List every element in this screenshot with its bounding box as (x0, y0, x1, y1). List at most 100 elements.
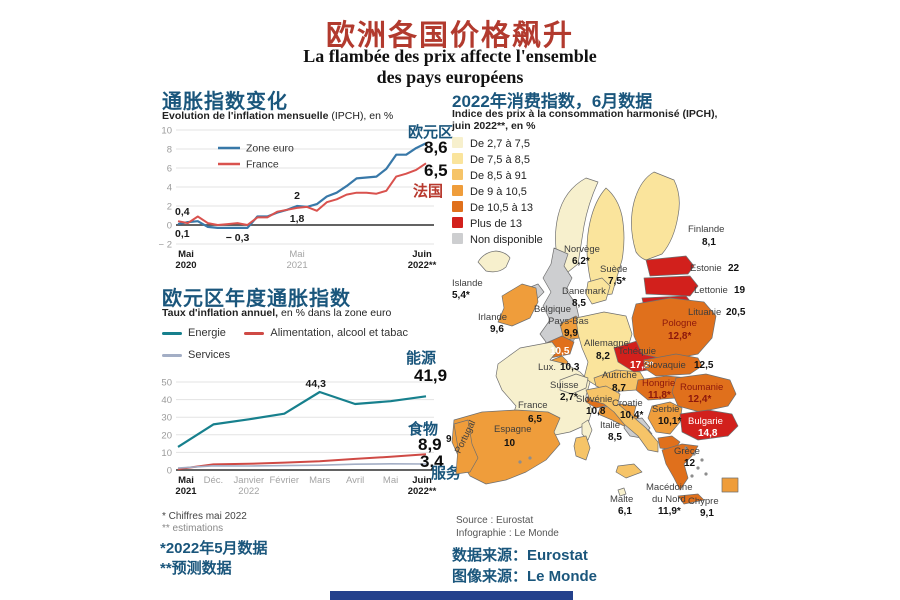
value-luxembourg: 10,3 (560, 362, 580, 373)
chart2-legend-item-energie: Energie (162, 327, 226, 339)
series-line-1 (177, 162, 427, 226)
island-dot (696, 466, 700, 470)
map-legend-swatch (452, 233, 463, 244)
value-grece: 12 (684, 458, 696, 469)
chart2-legend-swatch (162, 331, 182, 335)
x-tick-label: Janvier (234, 475, 265, 486)
x-tick-label: 2021 (175, 486, 197, 497)
y-tick-label: 10 (161, 448, 172, 459)
x-tick-label: Février (270, 475, 300, 486)
accent-bar (330, 591, 573, 600)
x-tick-label: 2022** (408, 260, 437, 271)
map-legend-swatch (452, 169, 463, 180)
y-tick-label: 6 (167, 164, 172, 175)
map-legend: De 2,7 à 7,5 De 7,5 à 8,5 De 8,5 à 91 De… (452, 135, 543, 247)
value-pays-bas: 9,9 (564, 328, 578, 339)
x-tick-label: 2022 (238, 486, 259, 497)
chart1-subtitle-bold: Evolution de l'inflation mensuelle (162, 110, 329, 122)
label-roumanie: Roumanie (680, 382, 723, 393)
chart2-legend-label-alimentation: Alimentation, alcool et tabac (270, 327, 408, 339)
map-legend-row: De 10,5 à 13 (452, 199, 543, 215)
island-dot (518, 460, 522, 464)
annotation: 1,8 (290, 213, 305, 225)
label-lituanie: Lituanie (688, 307, 721, 318)
label-danemark: Danemark (562, 286, 606, 297)
country-italie (585, 385, 659, 453)
inline-legend-label: France (246, 159, 279, 171)
value-irlande: 9,6 (490, 324, 504, 335)
chart2-subtitle-rest: en % dans la zone euro (278, 307, 392, 319)
map-legend-row: Non disponible (452, 231, 543, 247)
chart1-zone-euro-cn-label: 欧元区 (408, 124, 454, 141)
label-suede: Suède (600, 264, 627, 275)
country-danemark (585, 277, 611, 305)
map-subtitle-line-2: juin 2022**, en % (452, 120, 536, 132)
value-finlande: 8,1 (702, 237, 716, 248)
map-legend-swatch (452, 185, 463, 196)
chart1-subtitle-rest: (IPCH), en % (328, 110, 394, 122)
subtitle-line-2: des pays européens (376, 67, 524, 87)
label-tchequie: Tchéquie (618, 346, 656, 357)
x-tick-label: Mai (178, 475, 194, 486)
map-legend-label: De 7,5 à 8,5 (470, 154, 530, 166)
series-line-1 (177, 453, 427, 471)
series-line-2 (177, 463, 427, 469)
map-legend-row: De 2,7 à 7,5 (452, 135, 543, 151)
cn-source-data: 数据来源：Eurostat (452, 547, 588, 564)
map-legend-label: De 9 à 10,5 (470, 186, 527, 198)
footnote-fr-1: * Chiffres mai 2022 (162, 511, 247, 522)
europe-inflation-map: Islande 5,4* Norvège 6,2* Suède 7,5* Fin… (446, 171, 746, 519)
chart1-subtitle: Evolution de l'inflation mensuelle (IPCH… (162, 110, 393, 122)
map-legend-label: De 10,5 à 13 (470, 202, 533, 214)
country-bulgarie (679, 409, 739, 441)
chart2-legend-row: Energie Alimentation, alcool et tabac (162, 323, 462, 341)
chart2-food-end-value: 8,9 (418, 435, 442, 454)
island-dot (692, 452, 696, 456)
value-espagne: 10 (504, 438, 516, 449)
label-allemagne: Allemagne (584, 338, 629, 349)
island-sicile (615, 463, 643, 479)
chart2-legend-item-services: Services (162, 349, 230, 361)
value-belgique: 10,5 (550, 346, 570, 357)
x-tick-label: 2020 (175, 260, 196, 271)
inline-legend-label: Zone euro (246, 143, 294, 155)
value-suede: 7,5* (608, 276, 626, 287)
label-grece: Grèce (674, 446, 700, 457)
value-portugal: 9 (446, 434, 452, 445)
value-italie: 8,5 (608, 432, 622, 443)
label-croatie: Croatie (612, 398, 643, 409)
label-slovenie: Slovénie (576, 394, 612, 405)
country-roumanie (671, 373, 737, 413)
chart2-legend-item-alimentation: Alimentation, alcool et tabac (244, 327, 408, 339)
map-title: 2022年消费指数，6月数据 (452, 92, 653, 111)
island-sardaigne (573, 435, 591, 461)
country-norvege (555, 177, 599, 273)
annotation: 44,3 (305, 378, 326, 390)
value-hongrie: 11,8* (648, 390, 671, 401)
page-subtitle: La flambée des prix affecte l'ensemble d… (0, 46, 900, 88)
y-tick-label: 20 (161, 430, 172, 441)
series-line-0 (177, 390, 427, 448)
x-tick-label: Avril (346, 475, 364, 486)
island-dot (700, 458, 704, 462)
value-bulgarie: 14,8 (698, 428, 718, 439)
country-slovaquie (643, 353, 703, 377)
map-subtitle: Indice des prix à la consommation harmon… (452, 108, 717, 132)
cn-source-image: 图像来源：Le Monde (452, 568, 597, 585)
source-line-2: Infographie : Le Monde (456, 528, 559, 539)
chart2-energie-cn-label: 能源 (406, 350, 437, 367)
y-tick-label: 0 (167, 221, 172, 232)
footnote-cn-2: **预测数据 (160, 560, 232, 577)
label-france: France (518, 400, 548, 411)
island-dot (684, 446, 688, 450)
label-malte: Malte (610, 494, 633, 505)
map-legend-label: De 8,5 à 91 (470, 170, 527, 182)
x-tick-label: Juin (412, 475, 432, 486)
value-tchequie: 17,2* (630, 360, 653, 371)
country-chypre (721, 477, 739, 493)
country-grece (661, 443, 699, 491)
value-malte: 6,1 (618, 506, 632, 517)
value-slovenie: 10,8 (586, 406, 606, 417)
y-tick-label: − 2 (159, 240, 172, 251)
